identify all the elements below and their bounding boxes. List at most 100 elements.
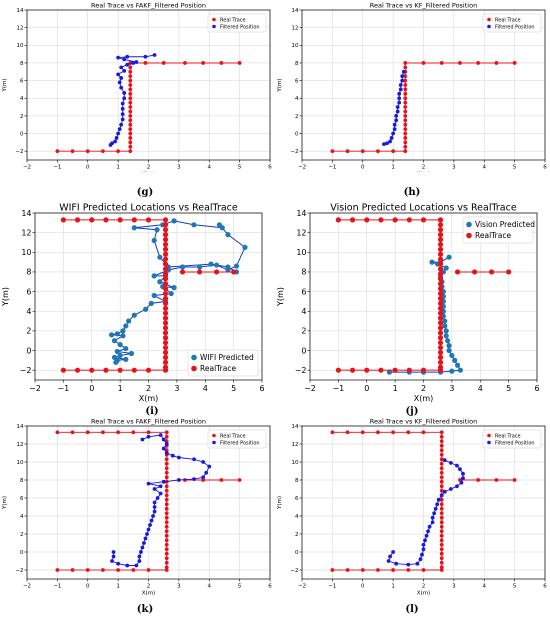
- data-point-realtrace: [437, 251, 444, 257]
- data-point-filtered-position: [125, 563, 130, 568]
- data-point-real-trace: [101, 430, 105, 435]
- data-point-filtered-position: [397, 100, 402, 105]
- chart-j: Vision Predicted Locations vs RealTrace −…: [276, 203, 540, 403]
- x-tick-label: 2: [146, 384, 151, 393]
- data-point-realtrace: [437, 354, 444, 361]
- y-tick-label: 8: [301, 268, 306, 277]
- data-point-wifi-predicted: [120, 333, 126, 339]
- data-point-realtrace: [437, 217, 444, 223]
- data-point-wifi-predicted: [151, 237, 157, 244]
- data-point-realtrace: [437, 320, 444, 326]
- data-point-real-trace: [164, 556, 169, 561]
- y-tick-label: −2: [290, 149, 298, 155]
- data-point-filtered-position: [406, 562, 411, 567]
- data-point-filtered-position: [395, 109, 400, 114]
- x-tick-label: 1: [116, 584, 120, 590]
- plot-frame: [34, 212, 263, 381]
- data-point-wifi-predicted: [114, 348, 120, 355]
- data-point-realtrace: [437, 349, 444, 356]
- data-point-filtered-position: [134, 563, 139, 568]
- data-point-real-trace: [330, 149, 335, 154]
- x-tick-label: 1: [116, 165, 120, 171]
- data-point-realtrace: [214, 269, 220, 275]
- legend-entry: RealTrace: [200, 364, 236, 373]
- x-tick-label: 3: [452, 584, 456, 590]
- data-point-real-trace: [345, 430, 350, 435]
- legend-box: [462, 216, 534, 244]
- chart-title: Real Trace vs KF_Filtered Position: [370, 2, 477, 10]
- y-axis-label: Y(m): [277, 496, 283, 510]
- plot-frame: [301, 425, 546, 580]
- x-tick-label: 5: [506, 384, 511, 393]
- data-point-realtrace: [162, 232, 169, 238]
- y-tick-label: 8: [26, 268, 31, 277]
- data-point-real-trace: [70, 430, 75, 435]
- data-point-real-trace: [164, 484, 169, 489]
- legend-marker: [487, 433, 491, 438]
- data-point-real-trace: [439, 533, 444, 538]
- data-point-vision-predicted: [449, 368, 455, 374]
- data-point-wifi-predicted: [154, 227, 160, 233]
- data-point-realtrace: [392, 217, 398, 223]
- data-point-real-trace: [128, 78, 133, 83]
- data-point-real-trace: [128, 149, 133, 154]
- y-tick-label: 0: [301, 346, 306, 355]
- data-point-realtrace: [162, 305, 169, 311]
- data-point-real-trace: [131, 430, 136, 435]
- data-point-realtrace: [89, 367, 95, 373]
- data-point-real-trace: [439, 457, 444, 462]
- series-line-filtered-position: [388, 459, 464, 566]
- data-point-filtered-position: [204, 470, 209, 475]
- y-axis-label: Y(m): [1, 287, 10, 307]
- x-tick-label: −2: [298, 584, 306, 590]
- data-point-real-trace: [376, 568, 380, 572]
- data-point-real-trace: [439, 479, 444, 484]
- data-point-real-trace: [128, 69, 133, 74]
- data-point-real-trace: [345, 568, 350, 572]
- x-tick-label: −2: [23, 584, 31, 590]
- data-point-real-trace: [164, 506, 169, 511]
- x-tick-label: 4: [208, 584, 212, 590]
- data-point-real-trace: [406, 568, 411, 572]
- data-point-wifi-predicted: [191, 222, 197, 228]
- x-tick-label: 6: [543, 584, 547, 590]
- legend-box: [207, 13, 267, 33]
- data-point-real-trace: [85, 430, 90, 435]
- data-point-filtered-position: [427, 524, 432, 529]
- data-point-real-trace: [330, 430, 335, 435]
- legend-entry: Filtered Position: [220, 24, 260, 30]
- data-point-real-trace: [128, 127, 133, 132]
- x-tick-label: 6: [268, 165, 272, 171]
- data-point-filtered-position: [170, 453, 175, 458]
- y-tick-label: −2: [15, 149, 23, 155]
- data-point-real-trace: [439, 452, 444, 457]
- legend-box: [187, 349, 259, 377]
- data-point-wifi-predicted: [123, 356, 129, 362]
- data-point-realtrace: [162, 241, 169, 248]
- legend-entry: Real Trace: [495, 17, 521, 23]
- x-tick-label: 0: [361, 584, 365, 590]
- data-point-real-trace: [439, 547, 444, 552]
- data-point-filtered-position: [122, 57, 127, 62]
- y-tick-label: 14: [17, 424, 24, 430]
- x-tick-label: 1: [393, 384, 398, 393]
- data-point-real-trace: [164, 529, 169, 534]
- data-point-real-trace: [494, 478, 499, 482]
- data-point-wifi-predicted: [117, 352, 123, 359]
- data-point-filtered-position: [389, 136, 394, 140]
- data-point-real-trace: [128, 140, 133, 145]
- data-point-realtrace: [364, 217, 370, 223]
- chart-k: Real Trace vs FAKF_Filtered Position −2 −1…: [2, 418, 272, 597]
- data-point-filtered-position: [400, 78, 405, 83]
- data-point-filtered-position: [152, 500, 157, 505]
- data-point-filtered-position: [394, 118, 399, 123]
- data-point-wifi-predicted: [225, 264, 231, 270]
- data-point-filtered-position: [117, 80, 122, 85]
- legend-marker: [212, 440, 216, 445]
- data-point-real-trace: [219, 61, 224, 65]
- data-point-filtered-position: [455, 463, 459, 468]
- data-point-realtrace: [117, 217, 123, 223]
- x-tick-label: 4: [483, 584, 487, 590]
- data-point-realtrace: [437, 290, 444, 297]
- data-point-real-trace: [101, 149, 105, 154]
